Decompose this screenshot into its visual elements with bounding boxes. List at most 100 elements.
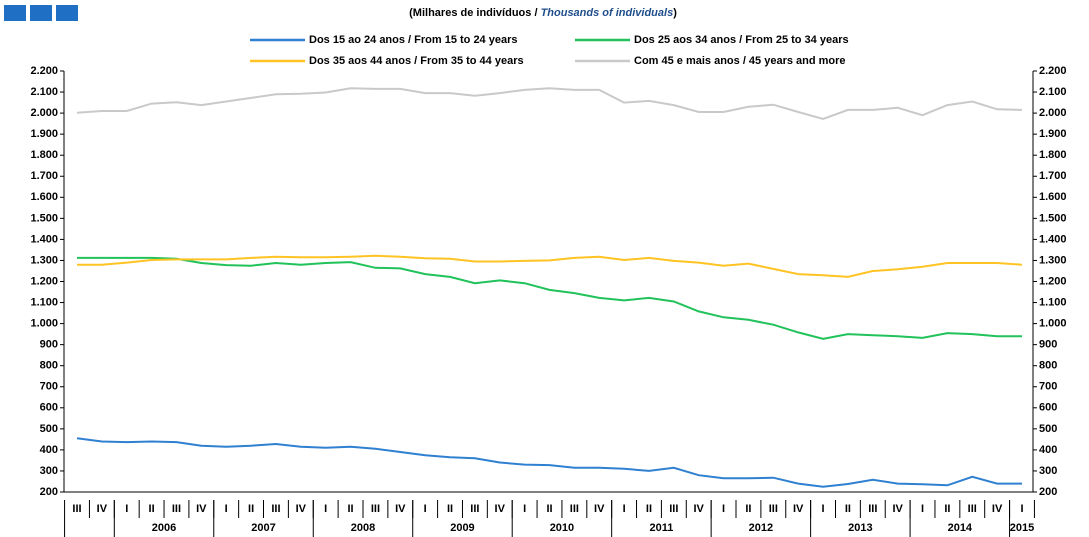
x-tick-label: II [347, 503, 353, 515]
x-tick-label: IV [296, 503, 307, 515]
y2-tick-label: 200 [1039, 486, 1057, 498]
x-tick-label: I [722, 503, 725, 515]
x-tick-label: IV [694, 503, 705, 515]
y2-tick-label: 1.200 [1039, 275, 1067, 287]
x-tick-label: IV [594, 503, 605, 515]
y-tick-label: 300 [40, 465, 58, 477]
x-tick-label: I [225, 503, 228, 515]
y2-tick-label: 1.600 [1039, 191, 1067, 203]
x-tick-label: II [845, 503, 851, 515]
y-tick-label: 1.500 [30, 212, 58, 224]
x-tick-label: III [669, 503, 678, 515]
year-label: 2013 [848, 522, 872, 534]
y2-tick-label: 1.900 [1039, 128, 1067, 140]
x-tick-label: III [371, 503, 380, 515]
y2-tick-label: 1.400 [1039, 233, 1067, 245]
y-tick-label: 1.000 [30, 318, 58, 330]
x-tick-label: II [248, 503, 254, 515]
x-tick-label: III [968, 503, 977, 515]
x-tick-label: II [546, 503, 552, 515]
y2-tick-label: 2.000 [1039, 107, 1067, 119]
y-tick-label: 400 [40, 444, 58, 456]
subtitle-end: ) [673, 7, 677, 19]
x-tick-label: I [424, 503, 427, 515]
y-tick-label: 1.200 [30, 275, 58, 287]
y2-tick-label: 2.100 [1039, 86, 1067, 98]
x-tick-label: III [570, 503, 579, 515]
y-tick-label: 1.700 [30, 170, 58, 182]
y-tick-label: 900 [40, 339, 58, 351]
x-tick-label: I [623, 503, 626, 515]
subtitle-pt: (Milhares de indivíduos / [409, 7, 540, 19]
x-tick-label: III [470, 503, 479, 515]
y2-tick-label: 700 [1039, 381, 1057, 393]
y2-tick-label: 300 [1039, 465, 1057, 477]
y2-tick-label: 2.200 [1039, 65, 1067, 77]
x-tick-label: II [745, 503, 751, 515]
y2-tick-label: 1.100 [1039, 296, 1067, 308]
subtitle: (Milhares de indivíduos / Thousands of i… [409, 7, 677, 19]
y2-tick-label: 1.700 [1039, 170, 1067, 182]
x-tick-label: II [447, 503, 453, 515]
subtitle-en: Thousands of individuals [541, 7, 674, 19]
year-label: 2012 [749, 522, 773, 534]
y-tick-label: 1.600 [30, 191, 58, 203]
year-label: 2009 [450, 522, 474, 534]
year-label: 2014 [948, 522, 973, 534]
x-tick-label: I [324, 503, 327, 515]
y2-tick-label: 1.300 [1039, 254, 1067, 266]
y2-tick-label: 1.000 [1039, 318, 1067, 330]
x-tick-label: II [149, 503, 155, 515]
legend-label: Com 45 e mais anos / 45 years and more [634, 55, 846, 67]
series-line [76, 87, 1023, 121]
series-line [77, 256, 1022, 340]
y-tick-label: 1.400 [30, 233, 58, 245]
legend-label: Dos 25 aos 34 anos / From 25 to 34 years [634, 34, 849, 46]
x-tick-label: I [822, 503, 825, 515]
y2-tick-label: 400 [1039, 444, 1057, 456]
year-label: 2006 [152, 522, 176, 534]
series-line [77, 254, 1023, 278]
y2-tick-label: 500 [1039, 423, 1057, 435]
logo [4, 5, 78, 21]
y-tick-label: 800 [40, 360, 58, 372]
x-tick-label: IV [992, 503, 1003, 515]
y-tick-label: 1.800 [30, 149, 58, 161]
x-tick-label: I [125, 503, 128, 515]
y-tick-label: 200 [40, 486, 58, 498]
y2-tick-label: 600 [1039, 402, 1057, 414]
x-tick-label: I [523, 503, 526, 515]
y-tick-label: 2.000 [30, 107, 58, 119]
y-tick-label: 1.300 [30, 254, 58, 266]
x-tick-label: IV [495, 503, 506, 515]
y2-tick-label: 800 [1039, 360, 1057, 372]
series-line [76, 437, 1022, 488]
x-tick-label: III [172, 503, 181, 515]
legend-label: Dos 15 ao 24 anos / From 15 to 24 years [309, 34, 517, 46]
y2-tick-label: 1.800 [1039, 149, 1067, 161]
y2-tick-label: 900 [1039, 339, 1057, 351]
year-label: 2011 [649, 522, 673, 534]
y2-tick-label: 1.500 [1039, 212, 1067, 224]
year-label: 2015 [1010, 522, 1034, 534]
x-tick-label: III [271, 503, 280, 515]
y-tick-label: 2.200 [30, 65, 58, 77]
x-tick-label: I [921, 503, 924, 515]
x-tick-label: IV [395, 503, 406, 515]
x-tick-label: III [868, 503, 877, 515]
x-tick-label: IV [97, 503, 108, 515]
legend-label: Dos 35 aos 44 anos / From 35 to 44 years [309, 55, 524, 67]
y-tick-label: 600 [40, 402, 58, 414]
x-tick-label: IV [892, 503, 903, 515]
year-label: 2007 [251, 522, 275, 534]
y-tick-label: 700 [40, 381, 58, 393]
y-tick-label: 1.900 [30, 128, 58, 140]
x-tick-label: IV [793, 503, 804, 515]
x-tick-label: III [769, 503, 778, 515]
x-tick-label: II [646, 503, 652, 515]
year-label: 2010 [550, 522, 574, 534]
x-tick-label: II [944, 503, 950, 515]
x-tick-label: IV [196, 503, 207, 515]
year-label: 2008 [351, 522, 375, 534]
